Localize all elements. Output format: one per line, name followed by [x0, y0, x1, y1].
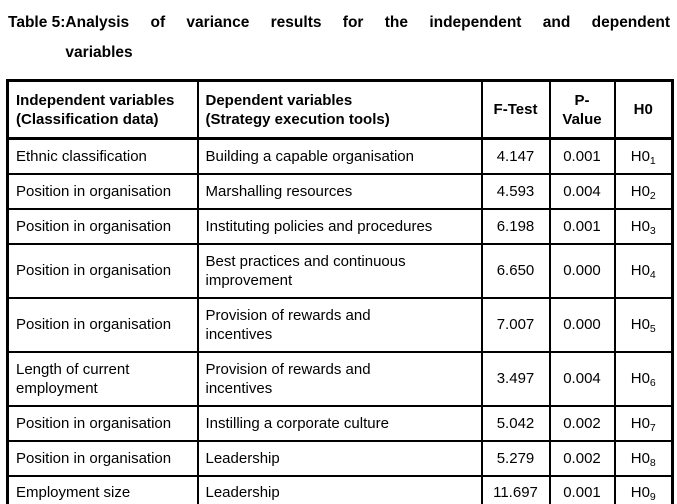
f-test-cell: 7.007: [480, 296, 551, 353]
h0-label: H0: [630, 217, 650, 235]
f-test-cell: 3.497: [480, 350, 551, 407]
dependent-variable-cell: Leadership: [196, 474, 483, 504]
table-header-row: Independent variables (Classification da…: [6, 79, 674, 140]
p-value-cell: 0.000: [548, 242, 616, 299]
f-test-cell: 5.042: [480, 404, 551, 442]
f-test-cell: 4.147: [480, 137, 551, 175]
independent-variable-cell: Position in organisation: [6, 242, 199, 299]
independent-variable-cell: Ethnic classification: [6, 137, 199, 175]
h0-label: H0: [630, 449, 650, 467]
table-row: Position in organisation Leadership 5.27…: [6, 439, 674, 477]
h0-cell: H08: [613, 439, 674, 477]
table-row: Position in organisation Instituting pol…: [6, 207, 674, 245]
f-test-cell: 6.650: [480, 242, 551, 299]
dependent-variable-cell: Leadership: [196, 439, 483, 477]
header-f-test: F-Test: [480, 79, 551, 140]
header-dependent-variables: Dependent variables (Strategy execution …: [196, 79, 483, 140]
h0-label: H0: [630, 262, 650, 279]
h0-cell: H06: [613, 350, 674, 407]
dependent-variable-cell: Instituting policies and procedures: [196, 207, 483, 245]
h0-cell: H09: [613, 474, 674, 504]
p-value-cell: 0.004: [548, 172, 616, 210]
table-caption: Table 5: Analysis of variance results fo…: [8, 8, 670, 68]
p-value-cell: 0.001: [548, 207, 616, 245]
table-caption-text: Analysis of variance results for the ind…: [65, 8, 670, 68]
header-independent-variables: Independent variables (Classification da…: [6, 79, 199, 140]
h0-subscript: 8: [649, 456, 656, 469]
independent-variable-cell: Position in organisation: [6, 172, 199, 210]
f-test-cell: 4.593: [480, 172, 551, 210]
table-row: Length of current employment Provision o…: [6, 350, 674, 407]
h0-subscript: 5: [649, 323, 656, 335]
independent-variable-cell: Length of current employment: [6, 350, 199, 407]
h0-subscript: 1: [649, 154, 656, 167]
h0-subscript: 3: [649, 224, 656, 237]
dependent-variable-cell: Best practices and continuous improvemen…: [196, 242, 483, 299]
dependent-variable-cell: Instilling a corporate culture: [196, 404, 483, 442]
dependent-variable-cell: Building a capable organisation: [196, 137, 483, 175]
independent-variable-cell: Position in organisation: [6, 439, 199, 477]
independent-variable-cell: Position in organisation: [6, 404, 199, 442]
h0-subscript: 9: [649, 491, 656, 504]
h0-label: H0: [630, 316, 650, 333]
h0-label: H0: [630, 370, 650, 387]
table-row: Position in organisation Best practices …: [6, 242, 674, 299]
independent-variable-cell: Employment size: [6, 474, 199, 504]
h0-cell: H05: [613, 296, 674, 353]
dependent-variable-cell: Provision of rewards and incentives: [196, 296, 483, 353]
f-test-cell: 6.198: [480, 207, 551, 245]
p-value-cell: 0.001: [548, 137, 616, 175]
p-value-cell: 0.002: [548, 439, 616, 477]
p-value-cell: 0.002: [548, 404, 616, 442]
independent-variable-cell: Position in organisation: [6, 207, 199, 245]
h0-cell: H01: [613, 137, 674, 175]
header-p-value: P- Value: [548, 79, 616, 140]
table-row: Position in organisation Provision of re…: [6, 296, 674, 353]
h0-subscript: 2: [649, 189, 656, 202]
h0-cell: H07: [613, 404, 674, 442]
header-h0: H0: [613, 79, 674, 140]
table-caption-line2: variables: [65, 44, 133, 61]
h0-label: H0: [630, 484, 650, 502]
h0-label: H0: [630, 147, 650, 165]
independent-variable-cell: Position in organisation: [6, 296, 199, 353]
h0-label: H0: [630, 414, 650, 432]
h0-subscript: 6: [649, 377, 656, 389]
f-test-cell: 5.279: [480, 439, 551, 477]
h0-label: H0: [630, 182, 650, 200]
p-value-cell: 0.001: [548, 474, 616, 504]
h0-subscript: 7: [649, 421, 656, 434]
p-value-cell: 0.000: [548, 296, 616, 353]
h0-cell: H03: [613, 207, 674, 245]
table-row: Position in organisation Instilling a co…: [6, 404, 674, 442]
f-test-cell: 11.697: [480, 474, 551, 504]
table-row: Employment size Leadership 11.697 0.001 …: [6, 474, 674, 504]
anova-results-table: Independent variables (Classification da…: [6, 79, 674, 504]
h0-subscript: 4: [649, 269, 656, 281]
table-row: Ethnic classification Building a capable…: [6, 137, 674, 175]
h0-cell: H02: [613, 172, 674, 210]
table-caption-number: Table 5:: [8, 14, 66, 31]
table-caption-line1: Analysis of variance results for the ind…: [65, 14, 670, 31]
h0-cell: H04: [613, 242, 674, 299]
dependent-variable-cell: Provision of rewards and incentives: [196, 350, 483, 407]
table-row: Position in organisation Marshalling res…: [6, 172, 674, 210]
p-value-cell: 0.004: [548, 350, 616, 407]
dependent-variable-cell: Marshalling resources: [196, 172, 483, 210]
